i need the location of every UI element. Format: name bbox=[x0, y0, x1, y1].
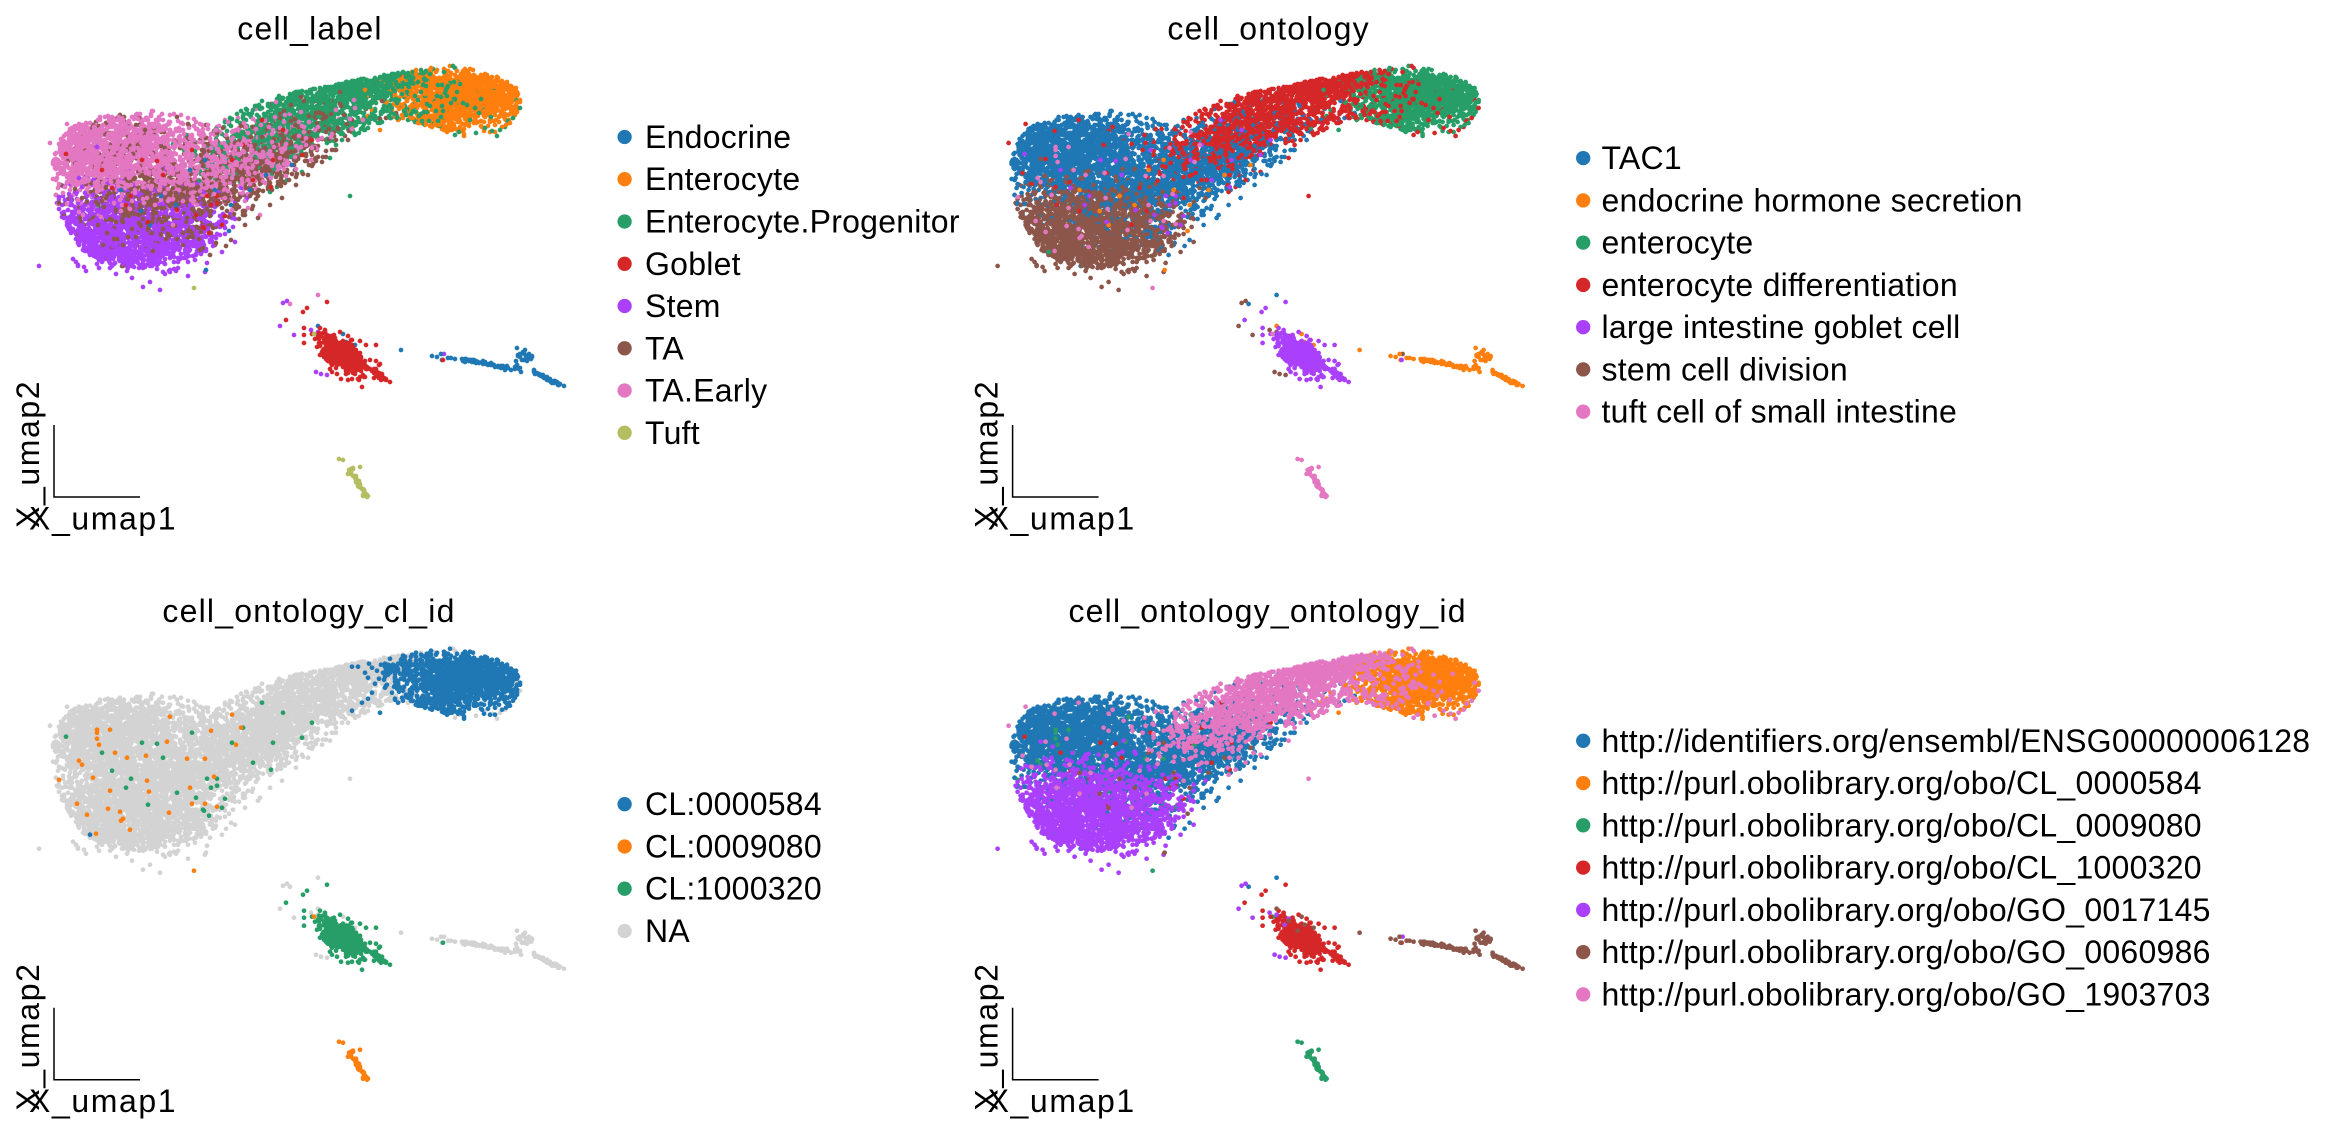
svg-text:cell_label: cell_label bbox=[237, 11, 382, 47]
svg-text:cell_ontology_cl_id: cell_ontology_cl_id bbox=[162, 593, 455, 629]
svg-text:Tuft: Tuft bbox=[645, 415, 700, 451]
svg-text:X_umap1: X_umap1 bbox=[988, 501, 1136, 537]
svg-text:X_umap1: X_umap1 bbox=[988, 1083, 1136, 1119]
svg-text:Enterocyte: Enterocyte bbox=[645, 161, 800, 197]
svg-text:TAC1: TAC1 bbox=[1602, 140, 1682, 176]
svg-text:Endocrine: Endocrine bbox=[645, 119, 791, 155]
svg-text:http://purl.obolibrary.org/obo: http://purl.obolibrary.org/obo/GO_001714… bbox=[1602, 892, 2211, 928]
svg-text:cell_ontology: cell_ontology bbox=[1167, 11, 1369, 47]
svg-text:endocrine hormone secretion: endocrine hormone secretion bbox=[1602, 182, 2023, 218]
svg-text:tuft cell of small intestine: tuft cell of small intestine bbox=[1602, 394, 1958, 430]
svg-text:X_umap2: X_umap2 bbox=[10, 963, 46, 1111]
svg-text:Stem: Stem bbox=[645, 288, 721, 324]
svg-text:http://purl.obolibrary.org/obo: http://purl.obolibrary.org/obo/CL_000058… bbox=[1602, 765, 2202, 801]
svg-text:http://purl.obolibrary.org/obo: http://purl.obolibrary.org/obo/CL_000908… bbox=[1602, 807, 2202, 843]
svg-text:large intestine goblet cell: large intestine goblet cell bbox=[1602, 309, 1961, 345]
svg-text:X_umap2: X_umap2 bbox=[10, 380, 46, 528]
svg-text:X_umap2: X_umap2 bbox=[969, 963, 1005, 1111]
svg-text:http://purl.obolibrary.org/obo: http://purl.obolibrary.org/obo/GO_190370… bbox=[1602, 976, 2211, 1012]
svg-text:X_umap1: X_umap1 bbox=[29, 1083, 177, 1119]
svg-text:NA: NA bbox=[645, 913, 690, 949]
svg-text:Goblet: Goblet bbox=[645, 246, 741, 282]
svg-text:X_umap2: X_umap2 bbox=[969, 380, 1005, 528]
svg-text:enterocyte differentiation: enterocyte differentiation bbox=[1602, 267, 1958, 303]
svg-text:TA: TA bbox=[645, 330, 684, 366]
svg-text:stem cell division: stem cell division bbox=[1602, 351, 1848, 387]
svg-text:CL:1000320: CL:1000320 bbox=[645, 871, 822, 907]
svg-text:TA.Early: TA.Early bbox=[645, 373, 767, 409]
svg-text:CL:0009080: CL:0009080 bbox=[645, 829, 822, 865]
svg-text:CL:0000584: CL:0000584 bbox=[645, 786, 822, 822]
svg-text:http://purl.obolibrary.org/obo: http://purl.obolibrary.org/obo/GO_006098… bbox=[1602, 934, 2211, 970]
svg-text:enterocyte: enterocyte bbox=[1602, 225, 1754, 261]
svg-text:cell_ontology_ontology_id: cell_ontology_ontology_id bbox=[1068, 593, 1466, 629]
svg-text:X_umap1: X_umap1 bbox=[29, 501, 177, 537]
svg-text:http://purl.obolibrary.org/obo: http://purl.obolibrary.org/obo/CL_100032… bbox=[1602, 850, 2202, 886]
svg-text:http://identifiers.org/ensembl: http://identifiers.org/ensembl/ENSG00000… bbox=[1602, 723, 2311, 759]
svg-text:Enterocyte.Progenitor: Enterocyte.Progenitor bbox=[645, 204, 960, 240]
